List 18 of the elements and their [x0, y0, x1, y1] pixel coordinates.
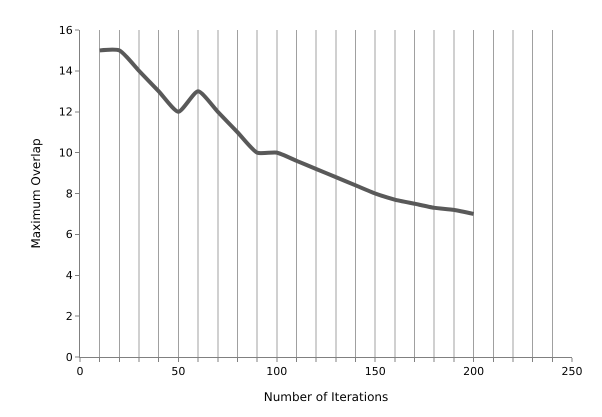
- y-tick-label: 0: [66, 350, 73, 364]
- y-tick-label: 8: [66, 187, 73, 200]
- line-series: [98, 48, 476, 216]
- x-tick-label: 250: [562, 365, 582, 378]
- y-tick-label: 14: [58, 64, 73, 78]
- x-tick-label: 100: [266, 365, 288, 378]
- y-axis-title: Maximum Overlap: [29, 138, 44, 249]
- x-tick-label: 50: [171, 365, 186, 378]
- y-tick-label: 4: [66, 269, 73, 282]
- x-axis-title: Number of Iterations: [264, 390, 388, 404]
- x-tick-label: 0: [76, 365, 84, 378]
- y-tick-label: 2: [66, 310, 73, 323]
- y-tick-label: 6: [66, 228, 73, 242]
- y-tick-label: 10: [58, 146, 73, 160]
- x-tick-label: 150: [364, 365, 386, 378]
- y-tick-label: 16: [58, 24, 73, 37]
- x-tick-label: 200: [463, 365, 484, 378]
- y-tick-label: 12: [58, 106, 73, 119]
